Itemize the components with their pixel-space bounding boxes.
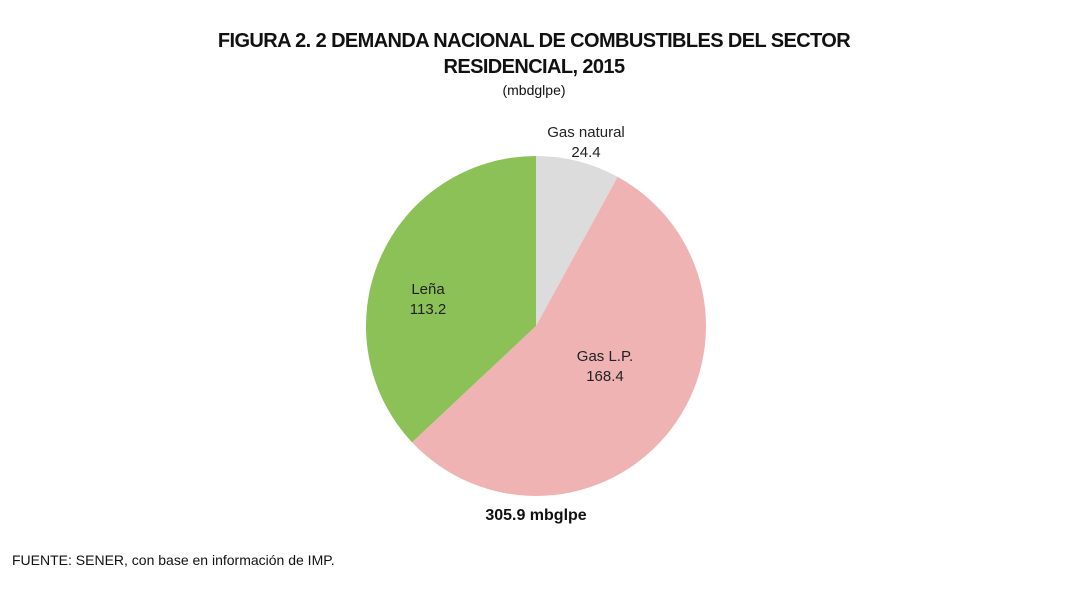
slice-value: 113.2 (409, 301, 447, 318)
chart-subtitle: (mbdglpe) (502, 82, 566, 98)
slice-name: Gas natural (547, 124, 625, 141)
pie-slice-gas-l-p- (412, 176, 706, 496)
source-note: FUENTE: SENER, con base en información d… (12, 552, 335, 568)
slice-label-gas-lp: Gas L.P. 168.4 (555, 347, 655, 387)
pie-slice-leña (365, 156, 536, 443)
slice-name: Gas L.P. (576, 348, 634, 365)
chart-title-line2: RESIDENCIAL, 2015 (443, 56, 626, 78)
slice-label-gas-natural: Gas natural 24.4 (526, 123, 646, 163)
slice-label-lena: Leña 113.2 (388, 280, 468, 320)
total-label: 305.9 mbglpe (485, 507, 587, 524)
slice-value: 168.4 (586, 368, 624, 385)
slice-value: 24.4 (571, 144, 601, 161)
chart-title-line1: FIGURA 2. 2 DEMANDA NACIONAL DE COMBUSTI… (217, 30, 851, 52)
slice-name: Leña (411, 281, 445, 298)
pie-slice-gas-natural (536, 156, 618, 326)
